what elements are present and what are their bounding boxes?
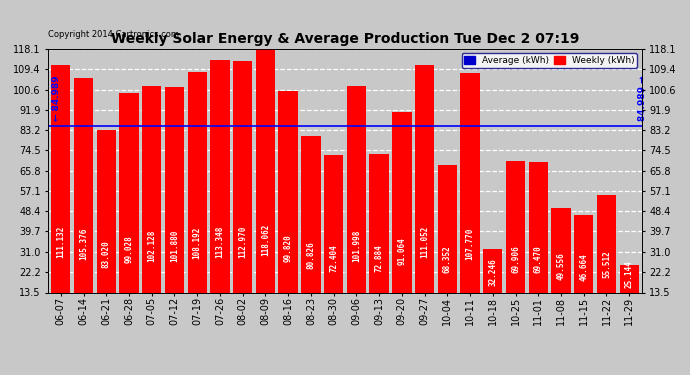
Text: 101.880: 101.880 — [170, 229, 179, 262]
Legend: Average (kWh), Weekly (kWh): Average (kWh), Weekly (kWh) — [462, 53, 637, 68]
Text: 99.820: 99.820 — [284, 235, 293, 262]
Text: 111.052: 111.052 — [420, 226, 429, 258]
Text: 25.144: 25.144 — [624, 261, 633, 288]
Text: 118.062: 118.062 — [261, 224, 270, 256]
Text: 102.128: 102.128 — [147, 229, 156, 261]
Text: 69.906: 69.906 — [511, 245, 520, 273]
Bar — [437, 165, 457, 324]
Text: 69.470: 69.470 — [534, 245, 543, 273]
Bar — [279, 92, 298, 324]
Title: Weekly Solar Energy & Average Production Tue Dec 2 07:19: Weekly Solar Energy & Average Production… — [111, 32, 579, 46]
Bar — [210, 60, 230, 324]
Text: Copyright 2014 Cartronics.com: Copyright 2014 Cartronics.com — [48, 30, 179, 39]
Bar — [597, 195, 616, 324]
Bar — [165, 87, 184, 324]
Text: 99.028: 99.028 — [124, 235, 133, 262]
Bar — [346, 86, 366, 324]
Text: 113.348: 113.348 — [215, 225, 224, 258]
Text: 84.989 →: 84.989 → — [638, 76, 647, 121]
Bar — [302, 136, 321, 324]
Bar — [256, 49, 275, 324]
Text: 112.970: 112.970 — [238, 225, 247, 258]
Bar — [324, 155, 344, 324]
Text: 32.246: 32.246 — [489, 258, 497, 286]
Bar — [233, 61, 253, 324]
Text: 72.404: 72.404 — [329, 244, 338, 272]
Bar — [620, 266, 639, 324]
Text: 105.376: 105.376 — [79, 228, 88, 260]
Text: 72.884: 72.884 — [375, 244, 384, 272]
Text: 46.664: 46.664 — [579, 253, 588, 281]
Text: 111.132: 111.132 — [57, 226, 66, 258]
Bar — [506, 161, 525, 324]
Text: 83.020: 83.020 — [102, 240, 111, 268]
Text: 68.352: 68.352 — [443, 246, 452, 273]
Text: ← 84.989: ← 84.989 — [52, 76, 61, 121]
Text: 101.998: 101.998 — [352, 229, 361, 262]
Bar — [142, 86, 161, 324]
Text: 91.064: 91.064 — [397, 238, 406, 266]
Bar — [574, 215, 593, 324]
Bar — [415, 65, 434, 324]
Text: 55.512: 55.512 — [602, 250, 611, 278]
Text: 49.556: 49.556 — [557, 252, 566, 280]
Bar — [119, 93, 139, 324]
Bar — [74, 78, 93, 324]
Bar — [369, 154, 388, 324]
Bar — [188, 72, 207, 324]
Bar — [483, 249, 502, 324]
Bar — [392, 112, 411, 324]
Bar — [51, 65, 70, 324]
Bar — [529, 162, 548, 324]
Text: 108.192: 108.192 — [193, 227, 201, 260]
Bar — [97, 130, 116, 324]
Text: 107.770: 107.770 — [466, 227, 475, 260]
Bar — [460, 73, 480, 324]
Text: 80.826: 80.826 — [306, 241, 315, 269]
Bar — [551, 209, 571, 324]
